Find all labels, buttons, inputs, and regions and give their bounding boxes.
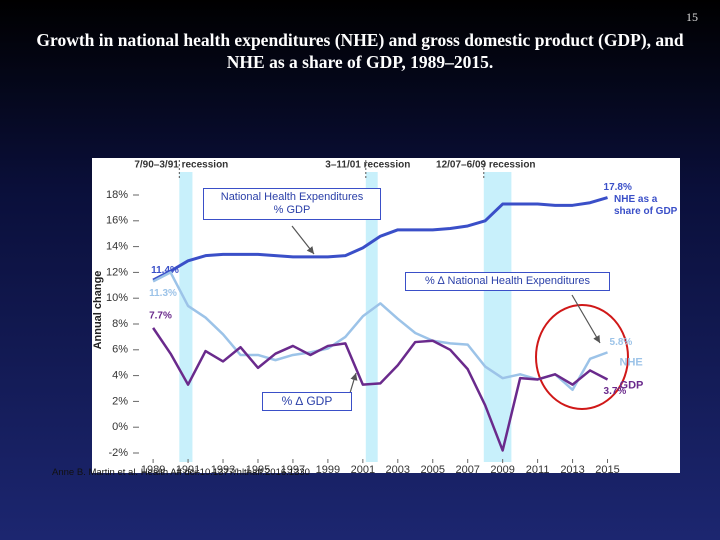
y-tick-label: 10% (106, 292, 128, 304)
value-label: 3.7% (604, 386, 627, 397)
value-label: 17.8% (604, 182, 632, 193)
y-tick-label: 2% (112, 395, 128, 407)
y-tick-label: 4% (112, 370, 128, 382)
y-axis-label: Annual change (92, 271, 104, 350)
value-label: 5.8% (610, 337, 633, 348)
x-tick-label: 2001 (351, 464, 375, 476)
x-tick-label: 1997 (281, 464, 305, 476)
legend-label: NHE as a share of GDP (614, 194, 678, 217)
recession-band (365, 172, 378, 462)
recession-label: 7/90–3/91 recession (134, 160, 228, 171)
value-label: 11.3% (149, 288, 177, 299)
callout: National Health Expenditures% GDP (203, 188, 381, 220)
y-tick-label: 16% (106, 215, 128, 227)
value-label: 11.4% (151, 265, 179, 276)
source: Anne B. Martin et al. Health Aff doi:10.… (52, 467, 310, 478)
callout-arrow (571, 294, 601, 344)
page-number: 15 (686, 10, 698, 24)
x-tick-label: 1991 (176, 464, 200, 476)
x-tick-label: 2011 (526, 464, 550, 476)
x-tick-label: 1999 (316, 464, 340, 476)
recession-label: 12/07–6/09 recession (436, 160, 536, 171)
x-tick-label: 2009 (490, 464, 514, 476)
series-line (152, 327, 609, 452)
x-tick-label: 2007 (455, 464, 479, 476)
x-tick-label: 2013 (560, 464, 584, 476)
recession-band (179, 172, 193, 462)
y-tick-label: 0% (112, 421, 128, 433)
x-tick-label: 2003 (386, 464, 410, 476)
y-tick-label: 8% (112, 318, 128, 330)
callout-arrow (291, 225, 315, 255)
x-tick-label: 1993 (211, 464, 235, 476)
y-tick-label: 12% (106, 266, 128, 278)
x-tick-label: 2015 (595, 464, 619, 476)
callout-text: % GDP (273, 204, 311, 216)
recession-band (483, 172, 512, 462)
series-line (152, 271, 608, 392)
callout-text: % ∆ National Health Expenditures (424, 275, 591, 287)
y-tick-label: 6% (112, 344, 128, 356)
series-line (152, 196, 608, 282)
slide-title: Growth in national health expenditures (… (36, 30, 684, 72)
legend-label: GDP (620, 379, 644, 391)
y-tick-label: 18% (106, 189, 128, 201)
legend-label: NHE (620, 356, 643, 368)
callout: % ∆ GDP (262, 392, 352, 411)
value-label: 7.7% (149, 311, 172, 322)
recession-label: 3–11/01 recession (325, 160, 410, 171)
callout-arrow (349, 372, 358, 394)
callout: % ∆ National Health Expenditures (405, 272, 610, 291)
y-tick-label: -2% (108, 447, 128, 459)
x-tick-label: 1989 (141, 464, 165, 476)
x-tick-label: 1995 (246, 464, 270, 476)
callout-text: National Health Expenditures (220, 191, 364, 203)
callout-text: % ∆ GDP (281, 394, 333, 408)
x-tick-label: 2005 (421, 464, 445, 476)
y-tick-label: 14% (106, 241, 128, 253)
highlight-ellipse (535, 304, 629, 410)
